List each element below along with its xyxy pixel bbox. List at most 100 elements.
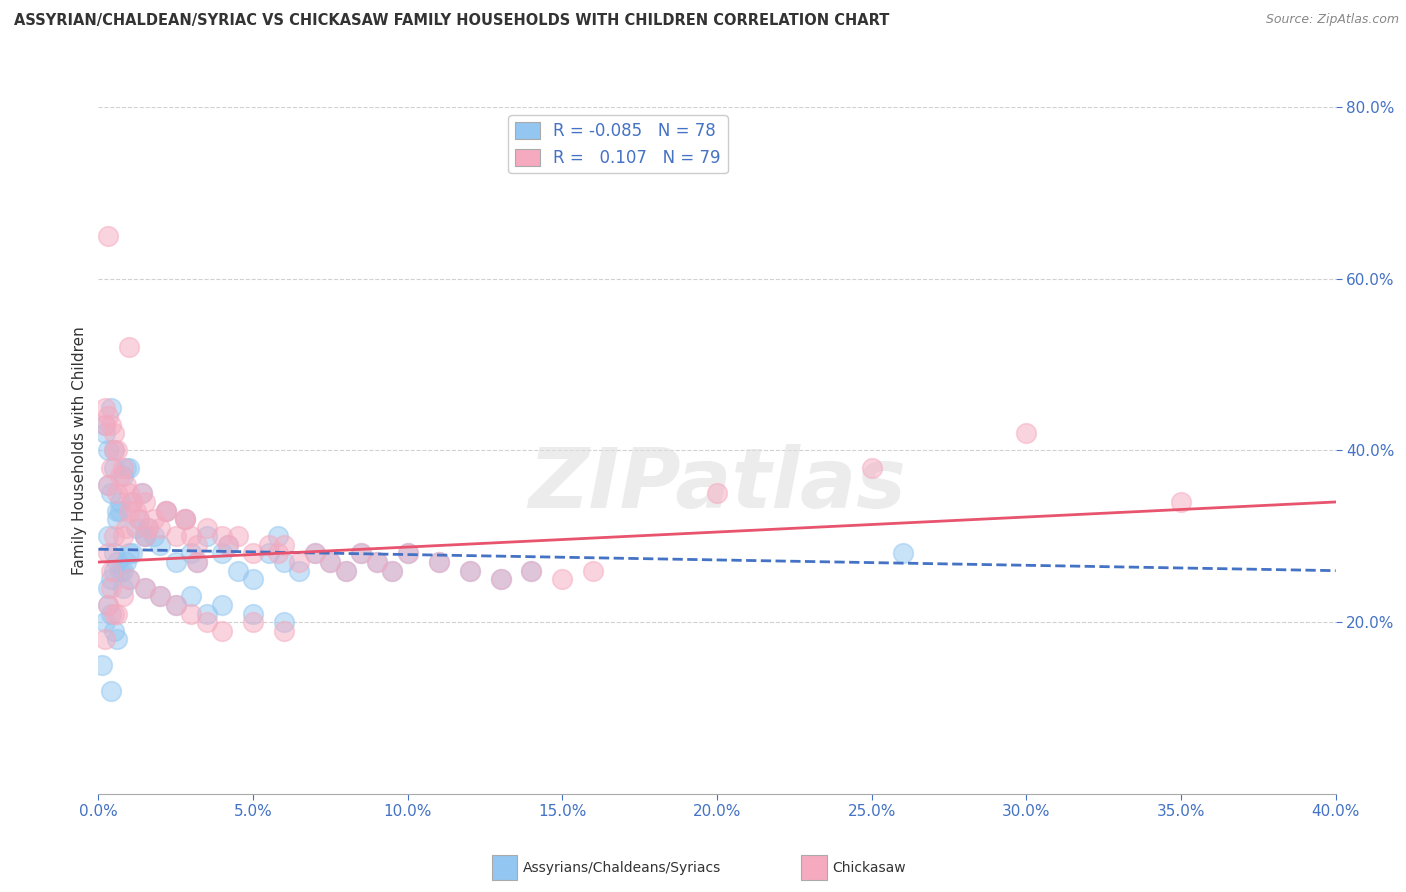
Point xyxy=(97,228,120,243)
Point xyxy=(118,503,141,517)
Point xyxy=(427,555,450,569)
Point xyxy=(267,529,290,543)
Point xyxy=(186,538,208,552)
Point xyxy=(108,495,131,509)
Point xyxy=(112,469,135,483)
Point xyxy=(128,512,150,526)
Point xyxy=(217,538,239,552)
Point xyxy=(105,443,128,458)
Point xyxy=(105,503,128,517)
Point xyxy=(115,555,138,569)
Point xyxy=(124,503,146,517)
Point xyxy=(112,460,135,475)
Point xyxy=(1015,426,1038,441)
Point xyxy=(100,572,122,586)
Point xyxy=(582,564,605,578)
Point xyxy=(134,529,156,543)
Point xyxy=(134,581,156,595)
Point xyxy=(186,555,208,569)
Point xyxy=(112,590,135,604)
Point xyxy=(118,486,141,500)
Point xyxy=(891,546,914,561)
Point xyxy=(174,512,197,526)
Point xyxy=(103,443,125,458)
Point xyxy=(489,572,512,586)
Point xyxy=(186,555,208,569)
Point xyxy=(112,529,135,543)
Point xyxy=(860,460,883,475)
Point xyxy=(165,598,187,612)
Point xyxy=(131,486,153,500)
Point xyxy=(103,564,125,578)
Point xyxy=(105,632,128,647)
Point xyxy=(165,529,187,543)
Point xyxy=(100,581,122,595)
Point xyxy=(143,512,166,526)
Point xyxy=(195,529,218,543)
Text: Chickasaw: Chickasaw xyxy=(832,861,905,875)
Point xyxy=(273,555,295,569)
Point xyxy=(100,607,122,621)
Text: Source: ZipAtlas.com: Source: ZipAtlas.com xyxy=(1265,13,1399,27)
Point xyxy=(335,564,357,578)
Point xyxy=(105,512,128,526)
Point xyxy=(97,529,120,543)
Point xyxy=(103,529,125,543)
Point xyxy=(118,572,141,586)
Point xyxy=(103,546,125,561)
Point xyxy=(155,503,177,517)
Point xyxy=(257,546,280,561)
Y-axis label: Family Households with Children: Family Households with Children xyxy=(72,326,87,574)
Point xyxy=(267,546,290,561)
Point xyxy=(121,546,143,561)
Point xyxy=(121,495,143,509)
Point xyxy=(242,615,264,630)
Point xyxy=(149,590,172,604)
Point xyxy=(149,538,172,552)
Point xyxy=(211,546,233,561)
Point xyxy=(217,538,239,552)
Text: ZIPatlas: ZIPatlas xyxy=(529,444,905,525)
Point xyxy=(211,624,233,638)
Point xyxy=(520,564,543,578)
Point xyxy=(335,564,357,578)
Point xyxy=(108,503,131,517)
Point xyxy=(97,443,120,458)
Point xyxy=(257,538,280,552)
Point xyxy=(93,632,115,647)
Point xyxy=(226,564,249,578)
Point xyxy=(381,564,404,578)
Point xyxy=(288,555,311,569)
Point xyxy=(520,564,543,578)
Point xyxy=(458,564,481,578)
Point xyxy=(195,615,218,630)
Point xyxy=(118,546,141,561)
Text: Assyrians/Chaldeans/Syriacs: Assyrians/Chaldeans/Syriacs xyxy=(523,861,721,875)
Point xyxy=(134,529,156,543)
Legend: R = -0.085   N = 78, R =   0.107   N = 79: R = -0.085 N = 78, R = 0.107 N = 79 xyxy=(509,115,728,173)
Point xyxy=(103,624,125,638)
Point xyxy=(128,512,150,526)
Point xyxy=(396,546,419,561)
Point xyxy=(180,590,202,604)
Point xyxy=(100,683,122,698)
Point xyxy=(366,555,388,569)
Point xyxy=(93,426,115,441)
Point xyxy=(165,598,187,612)
Point xyxy=(211,598,233,612)
Point xyxy=(143,529,166,543)
Point xyxy=(100,417,122,432)
Point xyxy=(195,521,218,535)
Point xyxy=(134,529,156,543)
Point xyxy=(100,564,122,578)
Point xyxy=(124,521,146,535)
Point xyxy=(97,581,120,595)
Point xyxy=(304,546,326,561)
Point xyxy=(165,555,187,569)
Point xyxy=(100,486,122,500)
Point xyxy=(105,555,128,569)
Point xyxy=(108,564,131,578)
Point xyxy=(273,615,295,630)
Point xyxy=(149,521,172,535)
Point xyxy=(103,460,125,475)
